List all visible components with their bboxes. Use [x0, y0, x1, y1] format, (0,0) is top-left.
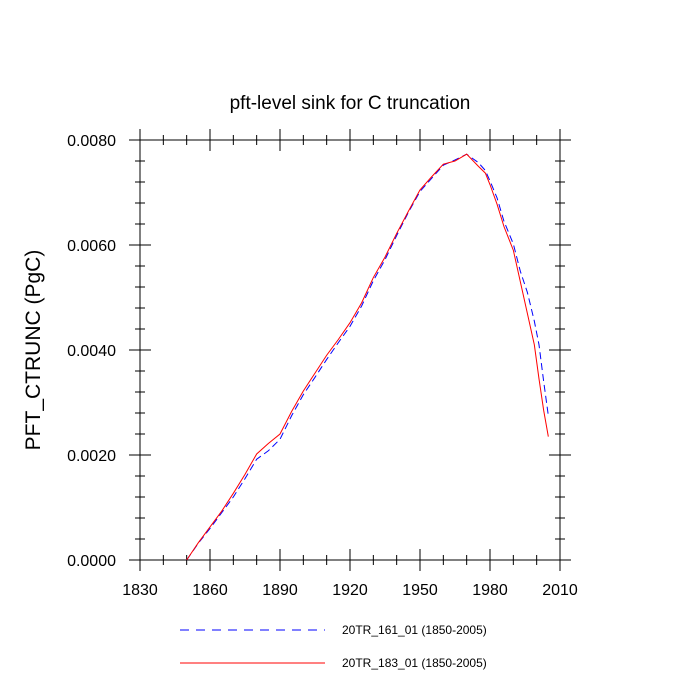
y-axis-label: PFT_CTRUNC (PgC): [22, 250, 45, 451]
series-lines: [186, 153, 549, 561]
x-tick-label: 1890: [262, 582, 298, 599]
x-tick-label: 1830: [122, 582, 158, 599]
y-tick-label: 0.0040: [67, 343, 116, 360]
y-tick-label: 0.0080: [67, 133, 116, 150]
legend: 20TR_161_01 (1850-2005) 20TR_183_01 (1850…: [180, 623, 487, 670]
axis-ticks: [129, 129, 571, 571]
y-tick-label: 0.0060: [67, 238, 116, 255]
y-tick-label: 0.0020: [67, 448, 116, 465]
series-line-2: [186, 153, 549, 561]
x-tick-label: 2010: [542, 582, 578, 599]
series-line-1: [186, 153, 549, 561]
axis-tick-labels: 1830 1860 1890 1920 1950 1980 2010 0.0000 0.0020…: [67, 133, 578, 599]
y-tick-label: 0.0000: [67, 553, 116, 570]
x-tick-label: 1860: [192, 582, 228, 599]
x-tick-label: 1950: [402, 582, 438, 599]
legend-label-2: 20TR_183_01 (1850-2005): [342, 656, 487, 670]
x-tick-label: 1980: [472, 582, 508, 599]
chart-title: pft-level sink for C truncation: [230, 93, 471, 114]
x-tick-label: 1920: [332, 582, 368, 599]
legend-label-1: 20TR_161_01 (1850-2005): [342, 623, 487, 637]
